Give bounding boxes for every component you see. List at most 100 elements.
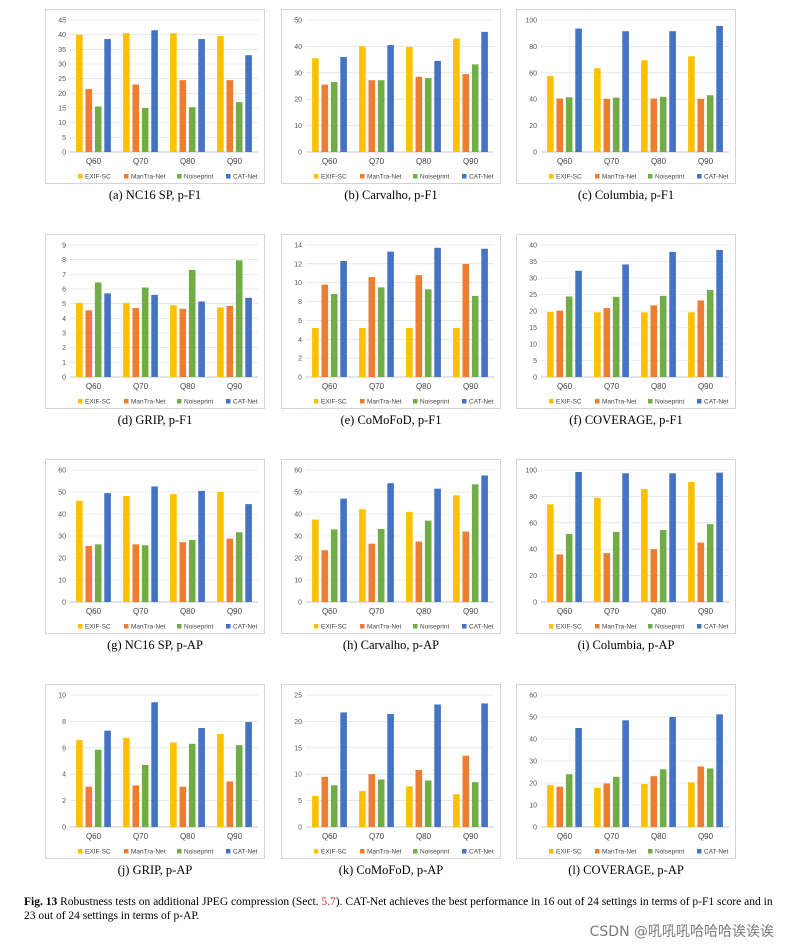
bar <box>321 84 329 152</box>
x-tick-label: Q80 <box>416 832 432 841</box>
y-tick-label: 100 <box>525 468 537 475</box>
x-tick-label: Q80 <box>651 382 667 391</box>
bar-chart: 0 2 4 6 8 10 Q60 Q70 Q80 Q90 EXIF-SC ManTra-Net Nois… <box>58 693 258 856</box>
bar <box>481 248 488 377</box>
y-tick-label: 0 <box>62 825 66 832</box>
section-reference-link[interactable]: 5.7 <box>321 896 336 908</box>
x-tick-label: Q60 <box>86 382 102 391</box>
bar <box>424 289 432 377</box>
y-tick-label: 40 <box>529 737 537 744</box>
y-tick-label: 20 <box>294 97 302 104</box>
bar <box>377 80 385 152</box>
bar <box>688 481 695 602</box>
bar <box>198 490 205 602</box>
bar <box>235 102 243 152</box>
x-tick-label: Q70 <box>133 157 149 166</box>
bar-chart: 0 1 2 3 4 5 6 7 8 9 Q60 Q70 Q80 Q90 EXIF-SC ManTra-Net N… <box>62 243 258 406</box>
y-tick-label: 20 <box>529 781 537 788</box>
caption-text-start: Robustness tests on additional JPEG comp… <box>57 896 322 908</box>
bar <box>716 714 723 827</box>
y-tick-label: 10 <box>294 772 302 779</box>
subfigure-caption: (g) NC16 SP, p-AP <box>107 638 203 652</box>
watermark: CSDN @吼吼吼哈哈哈诶诶诶 <box>589 924 774 940</box>
legend-label: ManTra-Net <box>602 399 637 406</box>
bar <box>688 782 695 827</box>
bar <box>612 97 620 152</box>
bar <box>85 545 93 602</box>
y-tick-label: 20 <box>58 556 66 563</box>
bar-chart: 0 5 10 15 20 25 30 35 40 Q60 Q70 Q80 Q90 EXIF-SC ManTr… <box>529 243 729 406</box>
bar <box>462 74 470 152</box>
legend-label: EXIF-SC <box>85 624 111 631</box>
x-tick-label: Q70 <box>133 607 149 616</box>
bar <box>575 270 582 377</box>
legend-swatch <box>549 174 554 179</box>
y-tick-label: 0 <box>298 825 302 832</box>
bar <box>188 539 196 602</box>
legend-swatch <box>124 174 129 179</box>
bar <box>650 305 658 377</box>
legend-label: Noiseprint <box>184 624 213 631</box>
x-tick-label: Q80 <box>416 382 432 391</box>
bar <box>406 46 413 152</box>
legend-swatch <box>648 399 653 404</box>
x-tick-label: Q80 <box>651 607 667 616</box>
bar <box>556 98 564 152</box>
legend-swatch <box>595 399 600 404</box>
legend-swatch <box>549 849 554 854</box>
bar <box>453 495 460 602</box>
bar <box>377 779 385 827</box>
legend-label: ManTra-Net <box>367 624 402 631</box>
bar <box>415 275 423 377</box>
legend-label: Noiseprint <box>655 399 684 406</box>
y-tick-label: 50 <box>294 490 302 497</box>
bar <box>85 310 93 377</box>
bar <box>688 56 695 152</box>
chart-panel: 0 2 4 6 8 10 Q60 Q70 Q80 Q90 EXIF-SC ManTra-Net Nois… <box>45 684 265 859</box>
y-tick-label: 0 <box>298 600 302 607</box>
y-tick-label: 10 <box>58 693 66 700</box>
legend-swatch <box>413 624 418 629</box>
bar <box>340 498 347 602</box>
x-tick-label: Q60 <box>557 832 573 841</box>
legend-label: CAT-Net <box>704 174 729 181</box>
x-tick-label: Q60 <box>322 832 338 841</box>
legend-label: CAT-Net <box>704 399 729 406</box>
y-tick-label: 20 <box>529 123 537 130</box>
legend-swatch <box>697 399 702 404</box>
bar <box>123 302 130 377</box>
y-tick-label: 80 <box>529 44 537 51</box>
bar <box>76 34 83 152</box>
bar <box>387 483 394 602</box>
bar <box>85 786 93 827</box>
bar <box>697 98 705 152</box>
y-tick-label: 50 <box>58 490 66 497</box>
bar <box>415 541 423 602</box>
x-tick-label: Q70 <box>369 382 385 391</box>
bar-chart: 0 5 10 15 20 25 Q60 Q70 Q80 Q90 EXIF-SC ManTra-Net N… <box>294 693 494 856</box>
bar <box>94 282 102 377</box>
y-tick-label: 40 <box>529 243 537 250</box>
y-tick-label: 30 <box>58 62 66 69</box>
bar <box>368 80 376 152</box>
y-tick-label: 10 <box>294 280 302 287</box>
x-tick-label: Q70 <box>369 607 385 616</box>
legend-swatch <box>78 624 83 629</box>
y-tick-label: 10 <box>58 120 66 127</box>
bar <box>321 550 329 602</box>
y-tick-label: 80 <box>529 494 537 501</box>
y-tick-label: 2 <box>298 356 302 363</box>
x-tick-label: Q80 <box>180 607 196 616</box>
y-tick-label: 5 <box>62 135 66 142</box>
legend-label: Noiseprint <box>184 399 213 406</box>
y-tick-label: 30 <box>294 70 302 77</box>
bar <box>368 277 376 377</box>
legend-swatch <box>314 174 319 179</box>
subfigure-caption: (j) GRIP, p-AP <box>117 863 193 877</box>
bar <box>603 98 611 152</box>
y-tick-label: 5 <box>298 798 302 805</box>
bar <box>481 703 488 827</box>
chart-panel: 0 10 20 30 40 50 Q60 Q70 Q80 Q90 EXIF-SC ManTra-Net… <box>281 9 501 184</box>
bar <box>424 520 432 602</box>
chart-panel: 0 5 10 15 20 25 Q60 Q70 Q80 Q90 EXIF-SC ManTra-Net N… <box>281 684 501 859</box>
